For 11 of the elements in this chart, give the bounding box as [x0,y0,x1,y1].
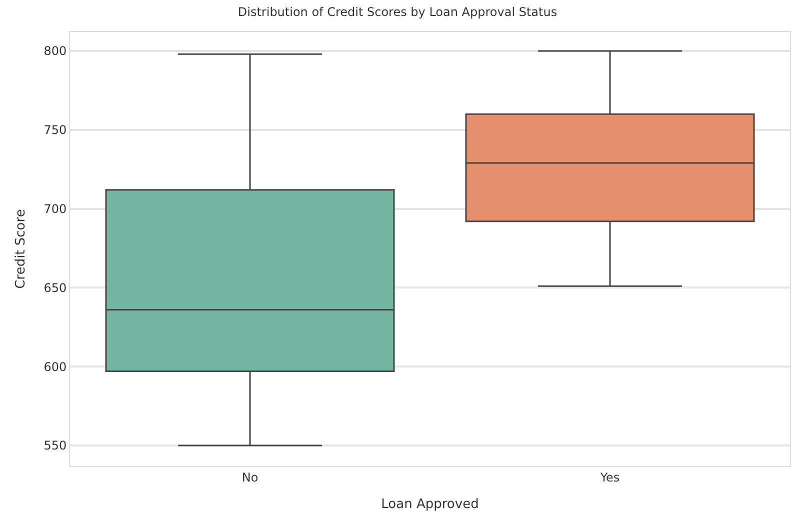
y-tick-label: 800 [44,44,67,58]
y-tick-label: 700 [44,202,67,216]
y-tick-label: 750 [44,123,67,138]
y-tick-label: 650 [44,280,67,295]
y-axis-title: Credit Score [14,209,29,289]
y-tick-label: 550 [44,438,67,453]
y-tick-label: 600 [44,360,67,374]
x-axis-title: Loan Approved [381,497,479,512]
chart-title: Distribution of Credit Scores by Loan Approval Status [238,5,558,20]
x-tick-label: Yes [599,470,620,484]
x-tick-label: No [242,470,258,484]
